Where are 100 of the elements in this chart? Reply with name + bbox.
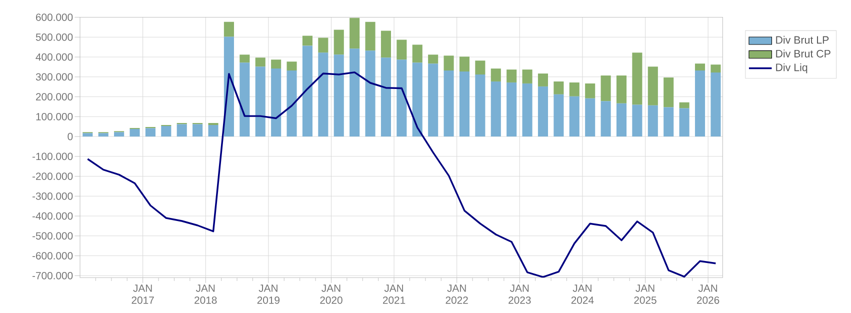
bar <box>522 83 532 137</box>
bar <box>192 124 203 137</box>
x-tick-label: JAN 2025 <box>634 284 656 304</box>
bar <box>632 104 642 137</box>
bar <box>350 18 360 49</box>
bar <box>380 30 391 58</box>
y-tick-label: -600.000 <box>32 252 73 260</box>
bar <box>600 101 611 137</box>
bar <box>522 70 532 84</box>
bar <box>585 98 596 137</box>
bar <box>538 74 548 86</box>
bar <box>224 22 234 37</box>
y-tick-label: -700.000 <box>32 272 73 280</box>
bar <box>585 83 596 98</box>
bar <box>255 66 266 137</box>
bar <box>428 64 438 137</box>
bar <box>271 68 282 137</box>
bar <box>710 64 721 73</box>
x-tick-label: JAN 2020 <box>320 284 342 304</box>
bar <box>428 54 438 64</box>
bar <box>365 50 376 137</box>
bar <box>334 54 344 137</box>
x-tick-label: JAN 2021 <box>382 284 406 304</box>
legend-label: Div Brut CP <box>776 50 830 58</box>
legend-label: Div Liq <box>776 63 808 74</box>
bar <box>444 56 454 71</box>
bar <box>176 124 187 137</box>
x-tick-label: JAN 2019 <box>257 284 280 304</box>
bar <box>318 52 328 137</box>
y-tick-label: -500.000 <box>32 232 73 240</box>
bar <box>161 126 172 137</box>
bar <box>664 77 674 108</box>
bar <box>459 56 470 72</box>
x-tick-label: JAN 2022 <box>446 284 468 304</box>
bar <box>114 132 124 137</box>
bar <box>130 128 140 137</box>
bar <box>240 54 250 63</box>
bar <box>616 76 627 104</box>
bar <box>506 70 517 82</box>
x-tick-label: JAN 2017 <box>132 284 154 304</box>
bar <box>255 58 266 67</box>
bar <box>490 81 501 137</box>
bar <box>271 60 282 69</box>
bar <box>710 72 721 137</box>
bar <box>554 94 564 137</box>
legend-label: Div Brut LP <box>776 36 829 44</box>
bar <box>145 128 156 137</box>
bar <box>569 82 580 96</box>
bar <box>694 64 706 71</box>
bar <box>679 102 690 108</box>
bar <box>679 108 690 137</box>
bar <box>82 133 93 137</box>
y-tick-label: -400.000 <box>32 212 73 220</box>
y-tick-label: 600.000 <box>36 14 73 21</box>
y-tick-label: 500.000 <box>36 33 73 41</box>
x-tick-label: JAN 2023 <box>508 284 531 304</box>
bar <box>554 81 564 94</box>
x-tick-label: JAN 2026 <box>697 284 720 304</box>
bar <box>648 66 658 106</box>
bar <box>475 74 486 137</box>
bar <box>302 46 312 137</box>
bar <box>600 76 611 102</box>
bar <box>694 70 706 137</box>
bar <box>412 44 422 63</box>
bar <box>490 68 501 82</box>
bar <box>506 82 517 137</box>
y-tick-label: 200.000 <box>36 93 73 100</box>
bar <box>459 72 470 137</box>
bar <box>98 133 108 137</box>
bar <box>396 40 407 60</box>
bar <box>286 70 297 137</box>
bar <box>208 125 218 137</box>
y-tick-label: -100.000 <box>32 152 73 160</box>
line-series <box>86 71 717 278</box>
bar <box>664 107 674 137</box>
bar <box>648 105 658 137</box>
bar <box>396 60 407 137</box>
bar <box>286 62 297 71</box>
bar <box>365 22 376 51</box>
x-tick-label: JAN 2018 <box>194 284 217 304</box>
y-tick-label: 0 <box>68 132 73 140</box>
bar <box>569 96 580 137</box>
bar <box>380 58 391 137</box>
bar <box>318 38 328 53</box>
bar <box>444 70 454 137</box>
bar <box>350 48 360 137</box>
bar <box>240 62 250 137</box>
y-tick-label: -300.000 <box>32 192 73 200</box>
bar <box>334 30 344 55</box>
bar <box>538 86 548 137</box>
bar <box>302 36 312 46</box>
bar <box>475 60 486 75</box>
bar <box>616 103 627 137</box>
y-tick-label: -200.000 <box>32 172 73 180</box>
x-tick-label: JAN 2024 <box>571 284 594 304</box>
y-tick-label: 100.000 <box>36 112 73 120</box>
bar <box>412 62 422 137</box>
y-tick-label: 300.000 <box>36 73 73 81</box>
y-tick-label: 400.000 <box>36 53 73 61</box>
bar <box>632 52 642 105</box>
